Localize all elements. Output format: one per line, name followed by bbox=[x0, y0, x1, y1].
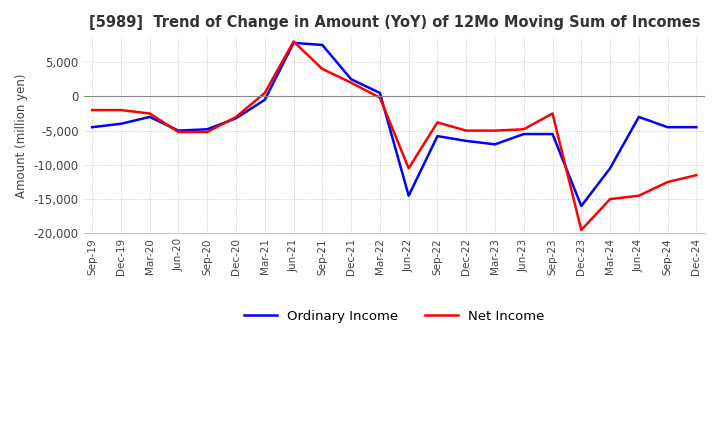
Ordinary Income bbox=[663, 125, 672, 130]
Ordinary Income bbox=[606, 166, 614, 171]
Net Income bbox=[261, 90, 269, 95]
Net Income bbox=[145, 111, 154, 116]
Net Income bbox=[692, 172, 701, 178]
Y-axis label: Amount (million yen): Amount (million yen) bbox=[15, 73, 28, 198]
Net Income bbox=[174, 129, 183, 135]
Ordinary Income bbox=[117, 121, 125, 126]
Ordinary Income bbox=[462, 138, 470, 143]
Ordinary Income bbox=[318, 42, 327, 48]
Ordinary Income bbox=[232, 116, 240, 121]
Ordinary Income bbox=[376, 90, 384, 95]
Net Income bbox=[462, 128, 470, 133]
Net Income bbox=[405, 166, 413, 171]
Ordinary Income bbox=[519, 132, 528, 137]
Ordinary Income bbox=[174, 128, 183, 133]
Line: Net Income: Net Income bbox=[92, 41, 696, 230]
Legend: Ordinary Income, Net Income: Ordinary Income, Net Income bbox=[238, 305, 550, 328]
Ordinary Income bbox=[433, 133, 442, 139]
Ordinary Income bbox=[347, 77, 356, 82]
Ordinary Income bbox=[634, 114, 643, 120]
Net Income bbox=[347, 80, 356, 85]
Net Income bbox=[577, 227, 585, 233]
Net Income bbox=[548, 111, 557, 116]
Net Income bbox=[519, 127, 528, 132]
Net Income bbox=[433, 120, 442, 125]
Net Income bbox=[606, 197, 614, 202]
Ordinary Income bbox=[577, 203, 585, 209]
Net Income bbox=[663, 180, 672, 185]
Ordinary Income bbox=[261, 97, 269, 103]
Net Income bbox=[376, 95, 384, 100]
Net Income bbox=[232, 114, 240, 120]
Net Income bbox=[634, 193, 643, 198]
Ordinary Income bbox=[145, 114, 154, 120]
Ordinary Income bbox=[88, 125, 96, 130]
Net Income bbox=[490, 128, 499, 133]
Net Income bbox=[203, 129, 212, 135]
Line: Ordinary Income: Ordinary Income bbox=[92, 43, 696, 206]
Net Income bbox=[318, 66, 327, 72]
Net Income bbox=[117, 107, 125, 113]
Title: [5989]  Trend of Change in Amount (YoY) of 12Mo Moving Sum of Incomes: [5989] Trend of Change in Amount (YoY) o… bbox=[89, 15, 700, 30]
Ordinary Income bbox=[203, 127, 212, 132]
Ordinary Income bbox=[692, 125, 701, 130]
Ordinary Income bbox=[548, 132, 557, 137]
Ordinary Income bbox=[405, 193, 413, 198]
Ordinary Income bbox=[289, 40, 298, 46]
Ordinary Income bbox=[490, 142, 499, 147]
Net Income bbox=[88, 107, 96, 113]
Net Income bbox=[289, 39, 298, 44]
